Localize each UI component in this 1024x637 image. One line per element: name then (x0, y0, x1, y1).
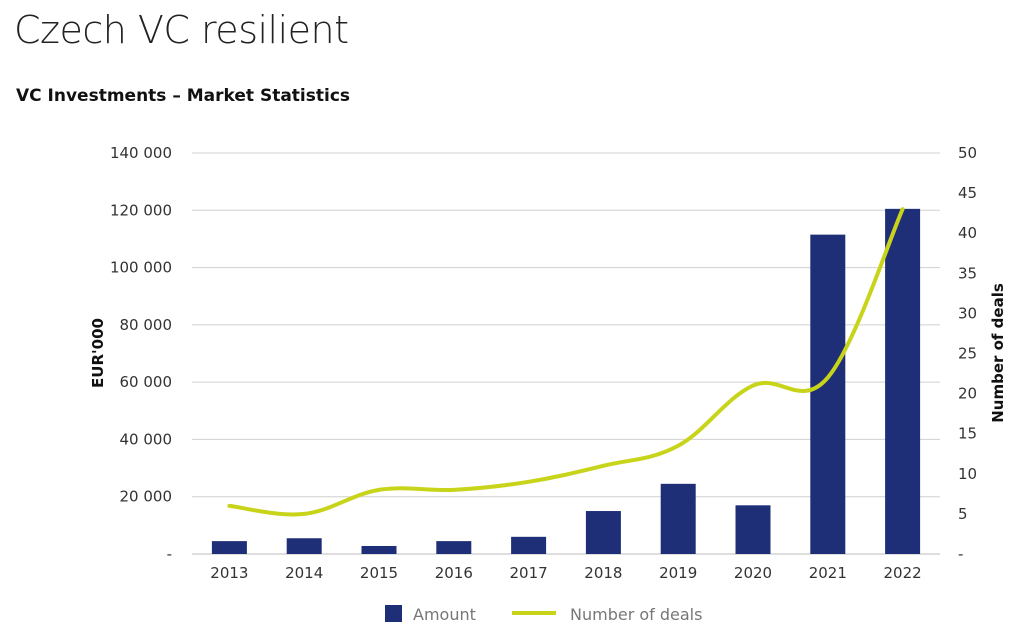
right-axis-title: Number of deals (989, 283, 1007, 423)
line-series-deals (227, 207, 905, 517)
bar (885, 208, 921, 554)
y-tick-label: 100 000 (110, 259, 172, 277)
legend: Amount Number of deals (385, 605, 702, 624)
x-tick-label: 2022 (884, 564, 922, 582)
legend-swatch-amount (385, 605, 402, 622)
bar (436, 541, 472, 554)
y-tick-label: - (167, 545, 172, 563)
x-tick-label: 2020 (734, 564, 772, 582)
y2-tick-label: 40 (958, 224, 977, 242)
x-tick-label: 2018 (584, 564, 622, 582)
x-tick-label: 2015 (360, 564, 398, 582)
page-title: Czech VC resilient (14, 8, 349, 52)
y-tick-label: 80 000 (120, 316, 173, 334)
y2-tick-label: - (958, 545, 963, 563)
legend-label-amount: Amount (413, 605, 476, 624)
bar (361, 545, 397, 554)
y-tick-label: 40 000 (120, 430, 173, 448)
y2-tick-label: 50 (958, 144, 977, 162)
deals-line (227, 207, 905, 517)
y2-tick-label: 15 (958, 425, 977, 443)
bar (286, 538, 322, 554)
bar-series-amount (211, 208, 921, 554)
y-tick-label: 120 000 (110, 201, 172, 219)
y2-tick-label: 35 (958, 264, 977, 282)
x-tick-label: 2016 (435, 564, 473, 582)
y-tick-label: 60 000 (120, 373, 173, 391)
y2-tick-label: 10 (958, 465, 977, 483)
bar (211, 541, 247, 554)
left-axis-ticks: - 20 000 40 000 60 000 80 000 100 000 120 000 1… (110, 144, 172, 563)
y-tick-label: 20 000 (120, 488, 173, 506)
right-axis-ticks: - 5 10 15 20 25 30 35 40 45 50 (958, 144, 977, 563)
x-tick-label: 2013 (210, 564, 248, 582)
legend-label-deals: Number of deals (570, 605, 702, 624)
y2-tick-label: 5 (958, 505, 968, 523)
bar (735, 505, 771, 554)
y2-tick-label: 30 (958, 304, 977, 322)
chart-title: VC Investments – Market Statistics (16, 86, 351, 106)
y-tick-label: 140 000 (110, 144, 172, 162)
x-axis-ticks: 2013 2014 2015 2016 2017 2018 2019 2020 2021 2022 (210, 564, 921, 582)
y2-tick-label: 25 (958, 345, 977, 363)
bar (660, 483, 696, 554)
bar (511, 536, 547, 554)
left-axis-title: EUR'000 (89, 318, 107, 388)
y2-tick-label: 20 (958, 385, 977, 403)
x-tick-label: 2017 (510, 564, 548, 582)
x-tick-label: 2014 (285, 564, 323, 582)
bar (585, 511, 621, 554)
y2-tick-label: 45 (958, 184, 977, 202)
bar (810, 234, 846, 554)
x-tick-label: 2019 (659, 564, 697, 582)
x-tick-label: 2021 (809, 564, 847, 582)
